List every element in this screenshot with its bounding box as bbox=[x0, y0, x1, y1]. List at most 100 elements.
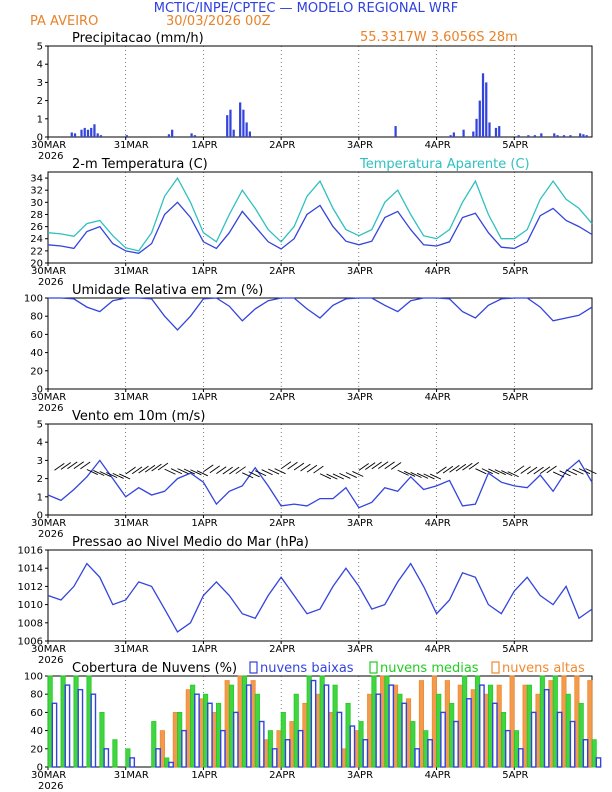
cloud-bar-1 bbox=[99, 712, 105, 768]
wind-barb bbox=[242, 472, 254, 479]
y-tick-label: 24 bbox=[30, 234, 43, 245]
header-title: MCTIC/INPE/CPTEC — MODELO REGIONAL WRF bbox=[154, 1, 459, 16]
legend-label: nuvens altas bbox=[502, 661, 585, 676]
series-line-1 bbox=[47, 176, 593, 252]
cloud-bar-0 bbox=[64, 684, 71, 768]
wind-barb bbox=[157, 462, 169, 471]
x-year-label: 2026 bbox=[38, 403, 63, 414]
precip-bar bbox=[70, 132, 73, 137]
wind-barb bbox=[442, 465, 454, 474]
cloud-bar-2 bbox=[587, 680, 593, 768]
cloud-bar-0 bbox=[258, 720, 265, 768]
x-tick-label: 31MAR bbox=[114, 770, 149, 781]
wind-barb bbox=[416, 472, 429, 479]
x-tick-label: 30MAR bbox=[31, 392, 66, 403]
legend-swatch bbox=[491, 661, 500, 674]
cloud-bar-0 bbox=[168, 761, 174, 768]
wind-barb bbox=[572, 468, 584, 475]
x-tick-label: 2APR bbox=[269, 392, 295, 403]
x-tick-label: 3APR bbox=[347, 770, 373, 781]
wind-barb bbox=[345, 472, 357, 478]
x-tick-label: 1APR bbox=[191, 518, 217, 529]
cloud-bar-0 bbox=[336, 711, 343, 768]
wind-barb bbox=[526, 466, 538, 475]
precip-bar bbox=[579, 133, 582, 137]
cloud-bar-0 bbox=[194, 693, 200, 768]
panel-frame bbox=[47, 423, 593, 516]
wind-barb bbox=[306, 464, 318, 473]
wind-barb bbox=[378, 461, 389, 469]
cloud-bar-0 bbox=[284, 739, 291, 768]
x-tick-label: 4APR bbox=[425, 770, 451, 781]
wind-barb bbox=[216, 466, 227, 474]
precip-bar bbox=[475, 118, 478, 137]
y-tick-label: 60 bbox=[30, 330, 43, 341]
panel-2: 0 20 40 60 80 100 30MAR 31MAR 1APR 2APR 3APR 4APR 5A… bbox=[24, 283, 593, 414]
precip-bar bbox=[553, 133, 556, 137]
x-tick-label: 31MAR bbox=[114, 644, 149, 655]
legend-swatch bbox=[369, 661, 378, 674]
precip-bar bbox=[167, 134, 171, 137]
wind-barb bbox=[222, 466, 233, 475]
wind-barb bbox=[423, 473, 435, 480]
y-tick-label: 100 bbox=[24, 294, 43, 305]
x-year-label: 2026 bbox=[38, 151, 63, 162]
cloud-bar-0 bbox=[504, 729, 511, 768]
panel-title: Cobertura de Nuvens (%) bbox=[72, 661, 237, 676]
wind-barb bbox=[274, 468, 286, 475]
x-tick-label: 2APR bbox=[269, 770, 295, 781]
panel-3: 0 1 2 3 4 5 30MAR 31MAR 1APR 2APR 3APR 4APR 5APR 2026… bbox=[31, 409, 597, 540]
legend-label: nuvens baixas bbox=[260, 661, 354, 676]
wind-barb bbox=[203, 464, 214, 473]
precip-bar bbox=[73, 133, 77, 137]
y-tick-label: 1006 bbox=[18, 637, 43, 648]
panel-title: Umidade Relativa em 2m (%) bbox=[72, 283, 263, 298]
cloud-bar-2 bbox=[418, 680, 425, 768]
wind-barb bbox=[559, 470, 571, 477]
precip-bar bbox=[485, 82, 488, 137]
precip-bar bbox=[569, 135, 572, 137]
y-tick-label: 2 bbox=[37, 474, 43, 485]
cloud-bar-0 bbox=[349, 725, 356, 768]
precip-bar bbox=[226, 115, 229, 137]
panel-title: Precipitacao (mm/h) bbox=[72, 31, 204, 46]
x-tick-label: 1APR bbox=[191, 392, 217, 403]
wind-barb bbox=[54, 463, 65, 471]
wind-barb bbox=[449, 464, 460, 473]
x-tick-label: 1APR bbox=[191, 266, 217, 277]
wind-barb bbox=[494, 469, 506, 476]
cloud-bar-1 bbox=[578, 702, 584, 768]
precip-bar bbox=[93, 124, 96, 137]
cloud-bar-0 bbox=[51, 702, 58, 768]
wind-barb bbox=[390, 462, 402, 470]
cloud-bar-0 bbox=[530, 711, 537, 768]
x-tick-label: 4APR bbox=[425, 518, 451, 529]
precip-bar bbox=[83, 127, 86, 137]
cloud-bar-1 bbox=[151, 721, 157, 768]
wind-barb bbox=[86, 469, 98, 475]
precip-bar bbox=[242, 109, 245, 137]
panel-title: Pressao ao Nivel Medio do Mar (hPa) bbox=[72, 535, 309, 550]
wind-barb bbox=[481, 468, 493, 475]
wind-barb bbox=[404, 470, 416, 477]
x-tick-label: 3APR bbox=[347, 266, 373, 277]
wind-barb bbox=[67, 461, 78, 470]
wind-barb bbox=[585, 468, 597, 475]
wind-barb bbox=[552, 471, 565, 478]
cloud-bar-0 bbox=[207, 702, 213, 768]
y-tick-label: 80 bbox=[30, 312, 43, 323]
y-tick-label: 32 bbox=[30, 186, 43, 197]
y-tick-label: 1012 bbox=[18, 582, 43, 593]
cloud-bar-0 bbox=[569, 720, 576, 768]
wind-barb bbox=[248, 471, 260, 478]
precip-bar bbox=[96, 133, 99, 137]
precip-bar bbox=[90, 127, 93, 137]
y-tick-label: 26 bbox=[30, 222, 43, 233]
x-tick-label: 1APR bbox=[191, 644, 217, 655]
y-tick-label: 80 bbox=[30, 690, 43, 701]
wind-barb bbox=[190, 469, 202, 476]
cloud-bar-0 bbox=[427, 739, 433, 768]
y-tick-label: 60 bbox=[30, 708, 43, 719]
precip-bar bbox=[80, 129, 83, 137]
